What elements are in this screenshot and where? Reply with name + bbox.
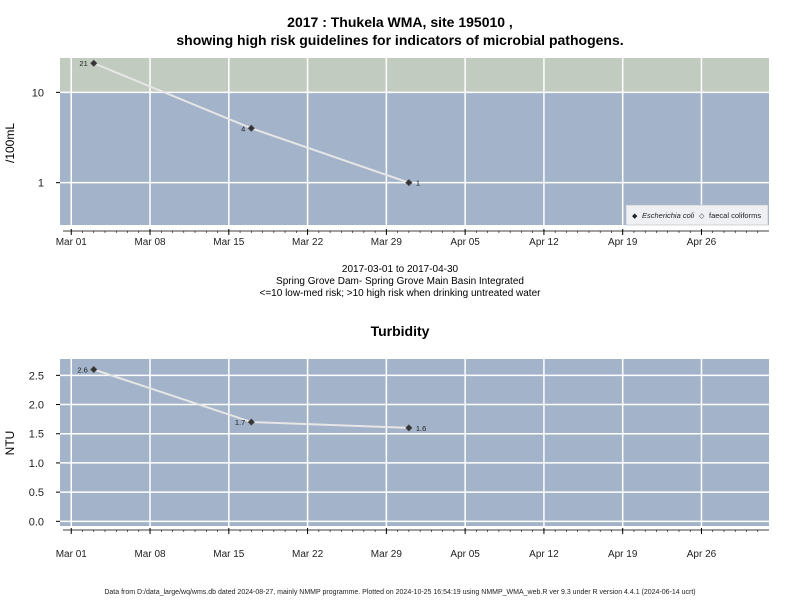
chart2-y-tick-label: 2.5 [29,370,44,382]
chart1-x-tick-label: Apr 19 [608,237,638,248]
chart1-data-point [247,124,255,132]
chart1-y-axis-label: /100mL [3,123,17,163]
chart2-x-tick-label: Apr 26 [687,549,717,560]
chart1-x-tick-label: Mar 01 [56,237,88,248]
date-range-label: 2017-03-01 to 2017-04-30 [341,264,459,275]
chart2-y-tick-label: 0.5 [29,487,44,499]
chart-subtitle: showing high risk guidelines for indicat… [176,32,624,48]
chart2-x-tick-label: Mar 22 [292,549,324,560]
chart1-y-tick-label: 1 [38,178,44,190]
chart1-legend-marker: ◇ [699,213,705,220]
chart2-y-tick-label: 2.0 [29,400,44,412]
turbidity-chart-title: Turbidity [370,323,430,339]
chart2-y-tick-label: 0.0 [29,516,44,528]
chart1-legend-entry: faecal coliforms [709,211,761,220]
chart1-data-point [405,179,413,187]
chart1-legend-marker: ◆ [632,213,638,220]
chart2-plot-area [60,359,769,526]
chart2-data-point [405,424,413,432]
chart1-x-tick-label: Mar 29 [371,237,403,248]
chart2-x-tick-label: Mar 08 [134,549,166,560]
chart1-data-label: 21 [79,59,87,68]
chart1-x-tick-label: Apr 05 [450,237,480,248]
chart2-x-tick-label: Mar 29 [371,549,403,560]
chart2-x-tick-label: Apr 05 [450,549,480,560]
chart1-legend-entry: Escherichia coli [642,211,694,220]
chart2-x-tick-label: Mar 01 [56,549,88,560]
chart2-data-label: 1.7 [235,418,245,427]
footer-note: Data from D:/data_large/wq/wms.db dated … [104,589,696,596]
chart1-data-point [90,59,98,67]
chart2-data-label: 2.6 [77,366,87,375]
chart1-x-tick-label: Apr 26 [687,237,717,248]
chart1-data-label: 4 [241,124,245,133]
risk-note-label: <=10 low-med risk; >10 high risk when dr… [259,288,541,299]
chart1-x-tick-label: Mar 22 [292,237,324,248]
chart2-y-axis-label: NTU [3,431,17,456]
chart1-high-risk-band [60,58,769,93]
chart1-x-tick-label: Mar 15 [213,237,245,248]
chart1-x-tick-label: Apr 12 [529,237,559,248]
chart2-data-label: 1.6 [416,424,426,433]
chart2-y-tick-label: 1.0 [29,458,44,470]
chart1-legend-box [625,204,769,226]
chart-title: 2017 : Thukela WMA, site 195010 , [287,14,513,30]
site-name-label: Spring Grove Dam- Spring Grove Main Basi… [276,276,524,287]
chart2-x-tick-label: Mar 15 [213,549,245,560]
chart2-data-point [90,365,98,374]
chart2-y-tick-label: 1.5 [29,429,44,441]
chart2-x-tick-label: Apr 19 [608,549,638,560]
chart1-x-tick-label: Mar 08 [134,237,166,248]
chart1-data-label: 1 [416,179,420,188]
chart2-x-tick-label: Apr 12 [529,549,559,560]
chart2-data-point [247,418,255,426]
chart1-y-tick-label: 10 [32,87,44,99]
